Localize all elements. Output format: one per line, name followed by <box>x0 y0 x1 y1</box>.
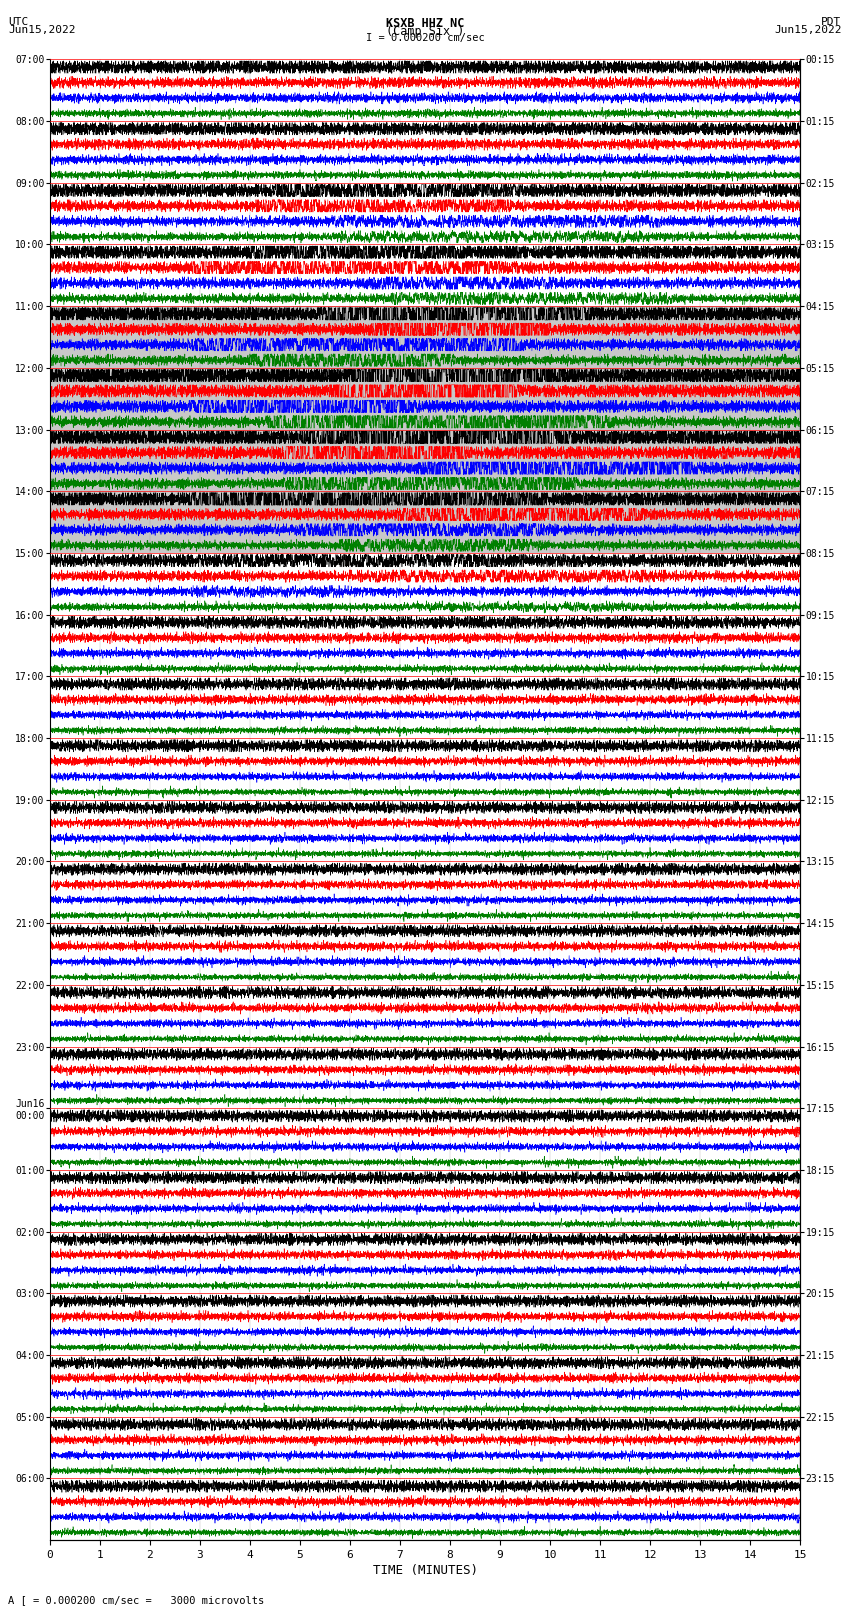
Text: Jun15,2022: Jun15,2022 <box>8 24 76 35</box>
Text: PDT: PDT <box>821 18 842 27</box>
Bar <box>50 429 800 492</box>
Text: I = 0.000200 cm/sec: I = 0.000200 cm/sec <box>366 32 484 44</box>
X-axis label: TIME (MINUTES): TIME (MINUTES) <box>372 1565 478 1578</box>
Bar <box>50 368 800 429</box>
Text: UTC: UTC <box>8 18 29 27</box>
Text: A [ = 0.000200 cm/sec =   3000 microvolts: A [ = 0.000200 cm/sec = 3000 microvolts <box>8 1595 264 1605</box>
Text: (Camp Six ): (Camp Six ) <box>386 24 464 39</box>
Text: KSXB HHZ NC: KSXB HHZ NC <box>386 18 464 31</box>
Text: Jun15,2022: Jun15,2022 <box>774 24 842 35</box>
Bar <box>50 492 800 553</box>
Bar <box>50 306 800 368</box>
